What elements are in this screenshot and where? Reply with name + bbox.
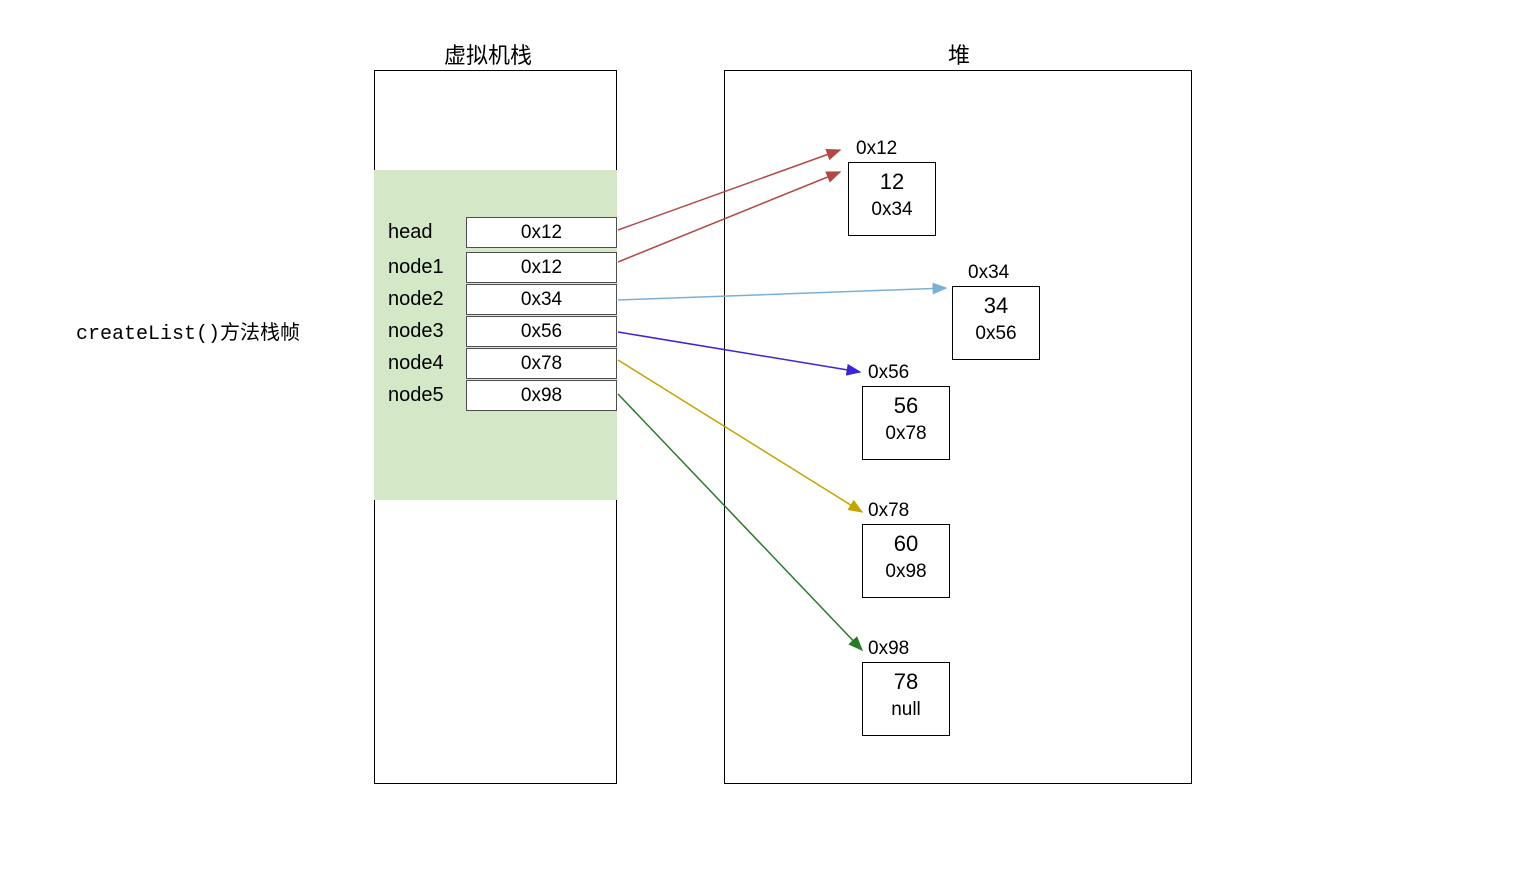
heap-node: 34 0x56 bbox=[952, 286, 1040, 360]
stack-var-name: node5 bbox=[388, 384, 444, 407]
diagram-canvas: 虚拟机栈 堆 createList()方法栈帧 head 0x12 node1 0x1… bbox=[0, 0, 1515, 885]
heap-node-value: 78 bbox=[863, 669, 949, 695]
heap-node-value: 56 bbox=[863, 393, 949, 419]
heap-node-value: 12 bbox=[849, 169, 935, 195]
heap-node-pointer: null bbox=[863, 699, 949, 721]
stack-var-value: 0x12 bbox=[466, 217, 617, 248]
stack-title: 虚拟机栈 bbox=[444, 38, 532, 70]
heap-node-address: 0x78 bbox=[868, 500, 909, 522]
heap-node: 60 0x98 bbox=[862, 524, 950, 598]
stack-var-name: node1 bbox=[388, 256, 444, 279]
stack-var-name: node3 bbox=[388, 320, 444, 343]
stack-var-value: 0x34 bbox=[466, 284, 617, 315]
stack-var-value: 0x56 bbox=[466, 316, 617, 347]
heap-node-address: 0x34 bbox=[968, 262, 1009, 284]
heap-node-address: 0x98 bbox=[868, 638, 909, 660]
heap-node-pointer: 0x56 bbox=[953, 323, 1039, 345]
stack-frame-label: createList()方法栈帧 bbox=[76, 316, 300, 346]
heap-node-value: 34 bbox=[953, 293, 1039, 319]
heap-node-pointer: 0x98 bbox=[863, 561, 949, 583]
heap-node-address: 0x12 bbox=[856, 138, 897, 160]
heap-node: 78 null bbox=[862, 662, 950, 736]
heap-node-pointer: 0x34 bbox=[849, 199, 935, 221]
heap-node-value: 60 bbox=[863, 531, 949, 557]
stack-var-value: 0x98 bbox=[466, 380, 617, 411]
stack-var-value: 0x12 bbox=[466, 252, 617, 283]
heap-title: 堆 bbox=[948, 38, 970, 70]
heap-node-address: 0x56 bbox=[868, 362, 909, 384]
heap-node-pointer: 0x78 bbox=[863, 423, 949, 445]
stack-var-name: head bbox=[388, 221, 433, 244]
stack-var-value: 0x78 bbox=[466, 348, 617, 379]
heap-container bbox=[724, 70, 1192, 784]
stack-var-name: node2 bbox=[388, 288, 444, 311]
heap-node: 12 0x34 bbox=[848, 162, 936, 236]
stack-var-name: node4 bbox=[388, 352, 444, 375]
heap-node: 56 0x78 bbox=[862, 386, 950, 460]
